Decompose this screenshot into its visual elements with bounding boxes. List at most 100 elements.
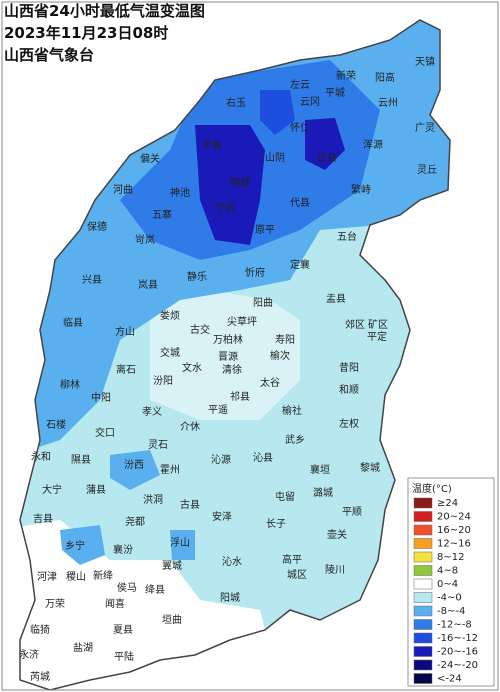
legend-label: -12~-8 <box>437 620 472 631</box>
time: 2023年11月23日08时 <box>4 24 168 42</box>
county-label: 宁武 <box>215 201 235 214</box>
county-label: 交城 <box>160 346 180 359</box>
county-label: 岚县 <box>138 279 158 291</box>
county-label: 河曲 <box>113 184 133 196</box>
county-label: 定襄 <box>290 258 310 271</box>
county-label: 怀仁 <box>290 122 310 134</box>
county-label: 新绛 <box>93 569 113 582</box>
legend-label: 20~24 <box>437 512 471 523</box>
county-label: 沁源 <box>211 453 231 466</box>
county-label: 偏关 <box>140 152 160 165</box>
county-label: 武乡 <box>285 433 305 446</box>
county-label: 榆次 <box>270 349 290 362</box>
county-label: 兴县 <box>82 274 102 286</box>
county-label: 岢岚 <box>135 234 155 246</box>
county-label: 阳城 <box>220 592 240 604</box>
legend-swatch <box>413 673 433 684</box>
county-label: 霍州 <box>160 464 180 476</box>
county-label: 娄烦 <box>160 309 180 322</box>
county-label: 绛县 <box>145 583 165 596</box>
county-label: 五寨 <box>152 208 172 221</box>
legend-swatch <box>413 565 433 576</box>
county-label: 孝义 <box>142 406 162 418</box>
legend-swatch <box>413 646 433 657</box>
county-label: 屯留 <box>275 490 295 503</box>
legend-swatch <box>413 659 433 671</box>
county-label: 保德 <box>87 220 107 233</box>
legend-swatch <box>413 578 433 590</box>
county-label: 翼城 <box>162 560 182 572</box>
legend-label: -4~0 <box>437 593 462 604</box>
county-label: 阳高 <box>375 71 395 84</box>
legend-swatch <box>413 592 433 603</box>
county-label: 忻府 <box>245 266 265 279</box>
legend-label: -24~-20 <box>437 660 478 671</box>
county-label: 文水 <box>182 361 202 374</box>
county-label: 和顺 <box>339 384 359 396</box>
county-label: 榆社 <box>282 404 302 417</box>
county-label: 万荣 <box>45 598 65 610</box>
county-label: 隰县 <box>71 454 91 466</box>
legend-label: -20~-16 <box>437 647 478 658</box>
county-label: 万柏林 <box>213 333 243 346</box>
county-label: 潞城 <box>313 486 333 499</box>
county-label: 河津 <box>37 571 57 583</box>
county-label: 寿阳 <box>275 333 295 346</box>
county-label: 汾阳 <box>153 375 173 387</box>
county-label: 方山 <box>115 325 135 338</box>
county-label: 左云 <box>290 78 310 91</box>
county-label: 祁县 <box>230 390 250 403</box>
legend-swatch <box>413 524 433 536</box>
county-label: 临猗 <box>30 623 50 636</box>
county-label: 黎城 <box>360 461 380 474</box>
county-label: 左权 <box>339 417 359 430</box>
county-label: 蒲县 <box>86 483 106 496</box>
county-label: 交口 <box>95 426 115 439</box>
county-label: 应县 <box>317 151 337 164</box>
county-label: 襄汾 <box>113 543 133 556</box>
county-label: 神池 <box>170 186 190 199</box>
legend-label: -8~-4 <box>437 606 465 617</box>
county-label: 高平 <box>282 553 302 566</box>
county-label: 平遥 <box>208 403 228 416</box>
county-label: 盐湖 <box>73 641 93 654</box>
county-label: 夏县 <box>113 624 133 636</box>
county-label: 大宁 <box>42 483 62 496</box>
legend-label: 16~20 <box>437 525 471 536</box>
county-label: 平城 <box>325 87 345 99</box>
county-label: 平鲁 <box>202 139 222 152</box>
county-label: 原平 <box>255 224 275 236</box>
county-label: 古县 <box>180 498 200 511</box>
legend-label: 4~8 <box>437 566 458 577</box>
legend-label: 12~16 <box>437 539 471 550</box>
county-label: 乡宁 <box>65 539 85 552</box>
county-label: 盂县 <box>326 293 346 305</box>
county-label: 郊区 <box>345 318 365 331</box>
county-label: 朔城 <box>230 176 250 189</box>
county-label: 临县 <box>63 316 83 329</box>
county-label: 洪洞 <box>143 494 163 506</box>
county-label: 古交 <box>190 323 210 336</box>
county-label: 壶关 <box>327 528 347 541</box>
county-label: 天镇 <box>415 55 435 68</box>
county-label: 代县 <box>290 197 310 209</box>
county-label: 灵石 <box>148 439 168 451</box>
county-label: 晋源 <box>218 350 238 363</box>
county-label: 安泽 <box>212 510 232 523</box>
legend-swatch <box>413 511 433 522</box>
county-label: 中阳 <box>91 391 111 404</box>
county-label: 灵丘 <box>417 164 437 176</box>
county-label: 稷山 <box>66 571 86 583</box>
county-label: 沁县 <box>253 452 273 464</box>
county-label: 沁水 <box>222 556 242 568</box>
legend-label: ≥24 <box>437 498 458 509</box>
county-label: 垣曲 <box>162 614 182 626</box>
county-label: 繁峙 <box>351 183 371 196</box>
legend-label: 8~12 <box>437 552 464 563</box>
legend-swatch <box>413 497 433 509</box>
county-label: 城区 <box>287 569 307 581</box>
county-label: 静乐 <box>187 270 207 283</box>
